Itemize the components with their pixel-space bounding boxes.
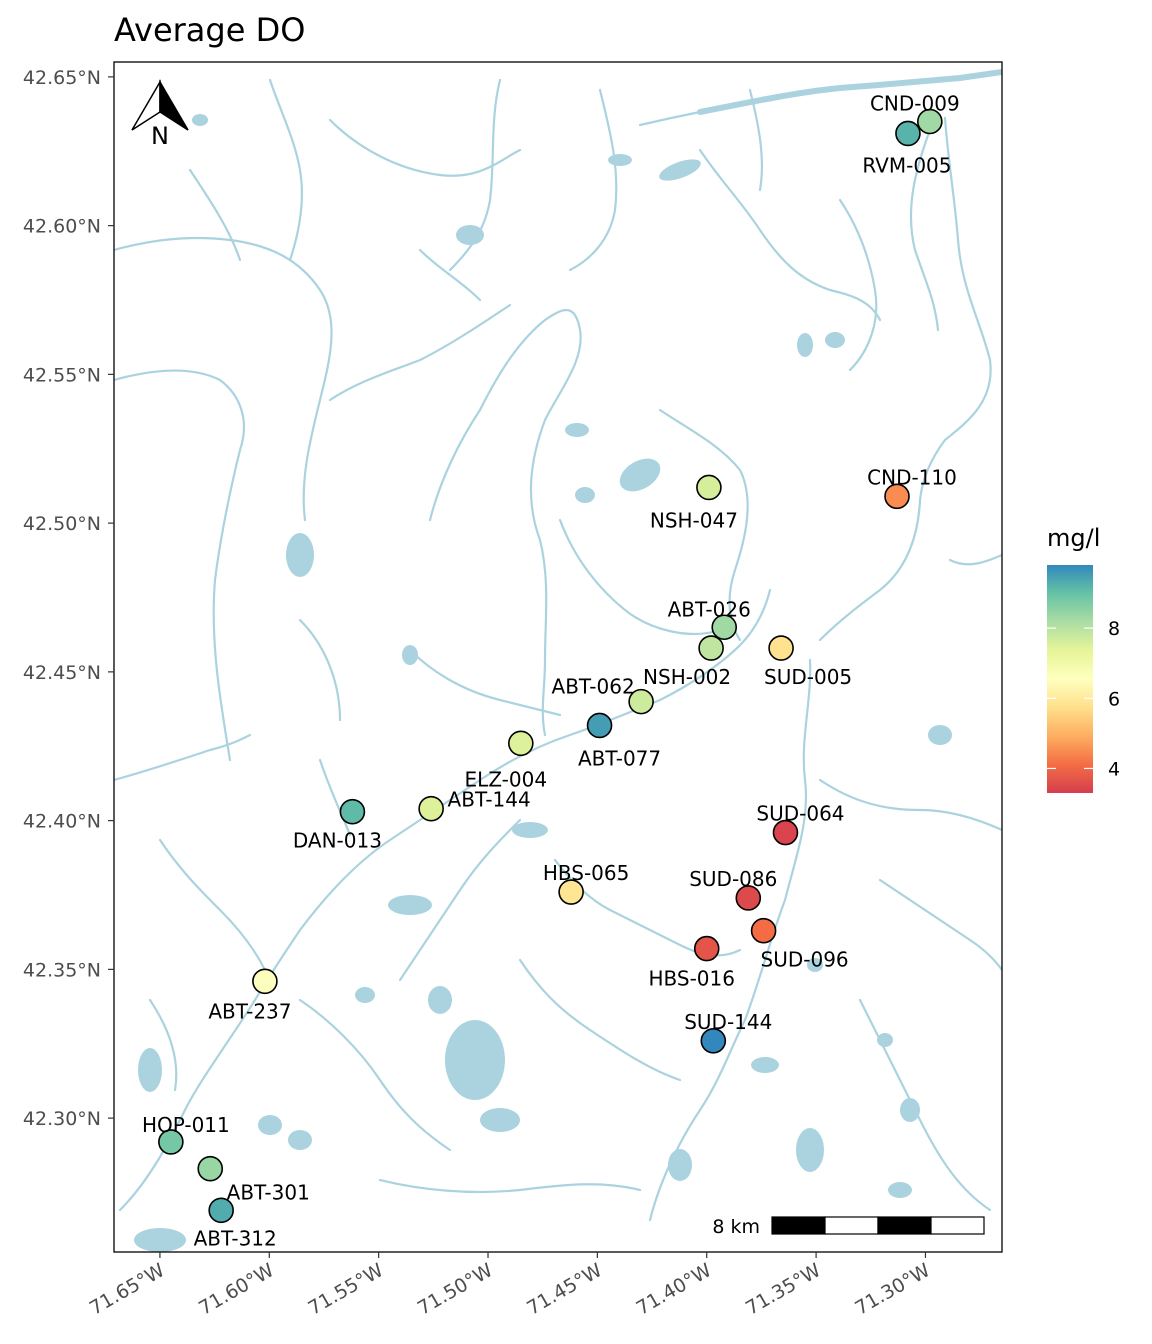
site-marker-rvm-005[interactable] bbox=[895, 120, 921, 147]
water-features bbox=[114, 69, 1002, 1252]
color-legend: mg/l 4 6 8 bbox=[1047, 524, 1120, 793]
site-label-abt-062: ABT-062 bbox=[552, 675, 635, 699]
panel-border bbox=[113, 61, 1003, 1253]
site-marker-cnd-009[interactable] bbox=[917, 108, 943, 135]
site-label-abt-026: ABT-026 bbox=[668, 597, 751, 621]
site-points bbox=[158, 108, 943, 1224]
x-axis: 71.65°W 71.60°W 71.55°W 71.50°W 71.45°W 71.40… bbox=[86, 1252, 934, 1320]
site-marker-abt-062[interactable] bbox=[628, 688, 654, 715]
x-tick-label: 71.35°W bbox=[742, 1259, 825, 1319]
legend-tick-label: 4 bbox=[1108, 758, 1120, 780]
legend-tick-label: 8 bbox=[1108, 618, 1120, 640]
site-marker-abt-237[interactable] bbox=[252, 968, 278, 995]
x-tick-label: 71.55°W bbox=[305, 1259, 388, 1319]
site-marker-hbs-065[interactable] bbox=[558, 879, 584, 905]
site-marker-abt-026[interactable] bbox=[711, 614, 738, 641]
site-marker-hop-011[interactable] bbox=[158, 1129, 184, 1155]
map-panel[interactable]: CND-009 RVM-005 CND-110 NSH-047 ABT-026 NSH-0… bbox=[113, 61, 1003, 1253]
site-label-sud-086: SUD-086 bbox=[689, 867, 777, 891]
site-marker-hbs-016[interactable] bbox=[693, 935, 720, 962]
scale-bar: 8 km bbox=[712, 1216, 985, 1238]
site-label-sud-005: SUD-005 bbox=[764, 665, 852, 689]
y-tick-label: 42.50°N bbox=[23, 513, 101, 535]
site-marker-sud-144[interactable] bbox=[700, 1027, 727, 1054]
y-axis: 42.30°N 42.35°N 42.40°N 42.45°N 42.50°N 42.55… bbox=[23, 67, 114, 1130]
site-label-abt-237: ABT-237 bbox=[208, 999, 291, 1023]
legend-ticks: 4 6 8 bbox=[1047, 618, 1120, 780]
legend-colorbar bbox=[1047, 565, 1093, 793]
x-tick-label: 71.65°W bbox=[86, 1259, 169, 1319]
x-tick-label: 71.40°W bbox=[633, 1259, 716, 1319]
site-label-nsh-047: NSH-047 bbox=[650, 508, 738, 532]
site-marker-sud-064[interactable] bbox=[772, 819, 799, 846]
y-tick-label: 42.60°N bbox=[23, 216, 101, 238]
site-label-hop-011: HOP-011 bbox=[142, 1113, 230, 1137]
site-label-abt-077: ABT-077 bbox=[578, 746, 661, 770]
scale-bar-label: 8 km bbox=[712, 1216, 760, 1238]
site-label-sud-096: SUD-096 bbox=[761, 948, 849, 972]
x-tick-label: 71.60°W bbox=[195, 1259, 278, 1319]
site-marker-elz-004[interactable] bbox=[508, 730, 534, 757]
x-tick-label: 71.45°W bbox=[523, 1259, 606, 1319]
site-marker-sud-086[interactable] bbox=[735, 885, 762, 911]
site-labels: CND-009 RVM-005 CND-110 NSH-047 ABT-026 NSH-0… bbox=[142, 92, 960, 1251]
site-label-abt-144: ABT-144 bbox=[448, 788, 531, 812]
site-marker-abt-077[interactable] bbox=[586, 712, 613, 739]
y-tick-label: 42.65°N bbox=[23, 67, 101, 89]
y-tick-label: 42.45°N bbox=[23, 662, 101, 684]
site-marker-nsh-002[interactable] bbox=[698, 635, 724, 661]
site-label-nsh-002: NSH-002 bbox=[643, 665, 731, 689]
north-arrow-icon: N bbox=[131, 79, 189, 150]
site-label-dan-013: DAN-013 bbox=[293, 829, 382, 853]
y-tick-label: 42.40°N bbox=[23, 811, 101, 833]
legend-tick-label: 6 bbox=[1108, 688, 1120, 710]
map-title: Average DO bbox=[114, 11, 305, 49]
site-marker-sud-005[interactable] bbox=[768, 635, 794, 661]
site-marker-dan-013[interactable] bbox=[339, 798, 366, 825]
site-label-elz-004: ELZ-004 bbox=[465, 767, 548, 791]
site-marker-nsh-047[interactable] bbox=[696, 474, 722, 501]
site-label-cnd-009: CND-009 bbox=[870, 92, 960, 116]
site-marker-abt-312[interactable] bbox=[208, 1197, 234, 1224]
site-marker-sud-096[interactable] bbox=[750, 917, 777, 944]
site-marker-abt-301[interactable] bbox=[197, 1155, 224, 1182]
site-label-cnd-110: CND-110 bbox=[867, 465, 957, 489]
site-label-hbs-065: HBS-065 bbox=[543, 861, 630, 885]
site-marker-abt-144[interactable] bbox=[418, 795, 444, 822]
north-arrow-label: N bbox=[151, 122, 169, 150]
site-label-rvm-005: RVM-005 bbox=[862, 153, 951, 177]
site-marker-cnd-110[interactable] bbox=[884, 483, 910, 510]
x-tick-label: 71.30°W bbox=[851, 1259, 934, 1319]
y-tick-label: 42.55°N bbox=[23, 364, 101, 386]
y-tick-label: 42.30°N bbox=[23, 1108, 101, 1130]
site-label-hbs-016: HBS-016 bbox=[648, 967, 735, 991]
site-label-sud-144: SUD-144 bbox=[684, 1010, 772, 1034]
x-tick-label: 71.50°W bbox=[414, 1259, 497, 1319]
site-label-abt-301: ABT-301 bbox=[227, 1181, 310, 1205]
site-label-sud-064: SUD-064 bbox=[756, 802, 844, 826]
y-tick-label: 42.35°N bbox=[23, 959, 101, 981]
legend-title: mg/l bbox=[1047, 524, 1100, 552]
site-label-abt-312: ABT-312 bbox=[194, 1226, 277, 1250]
